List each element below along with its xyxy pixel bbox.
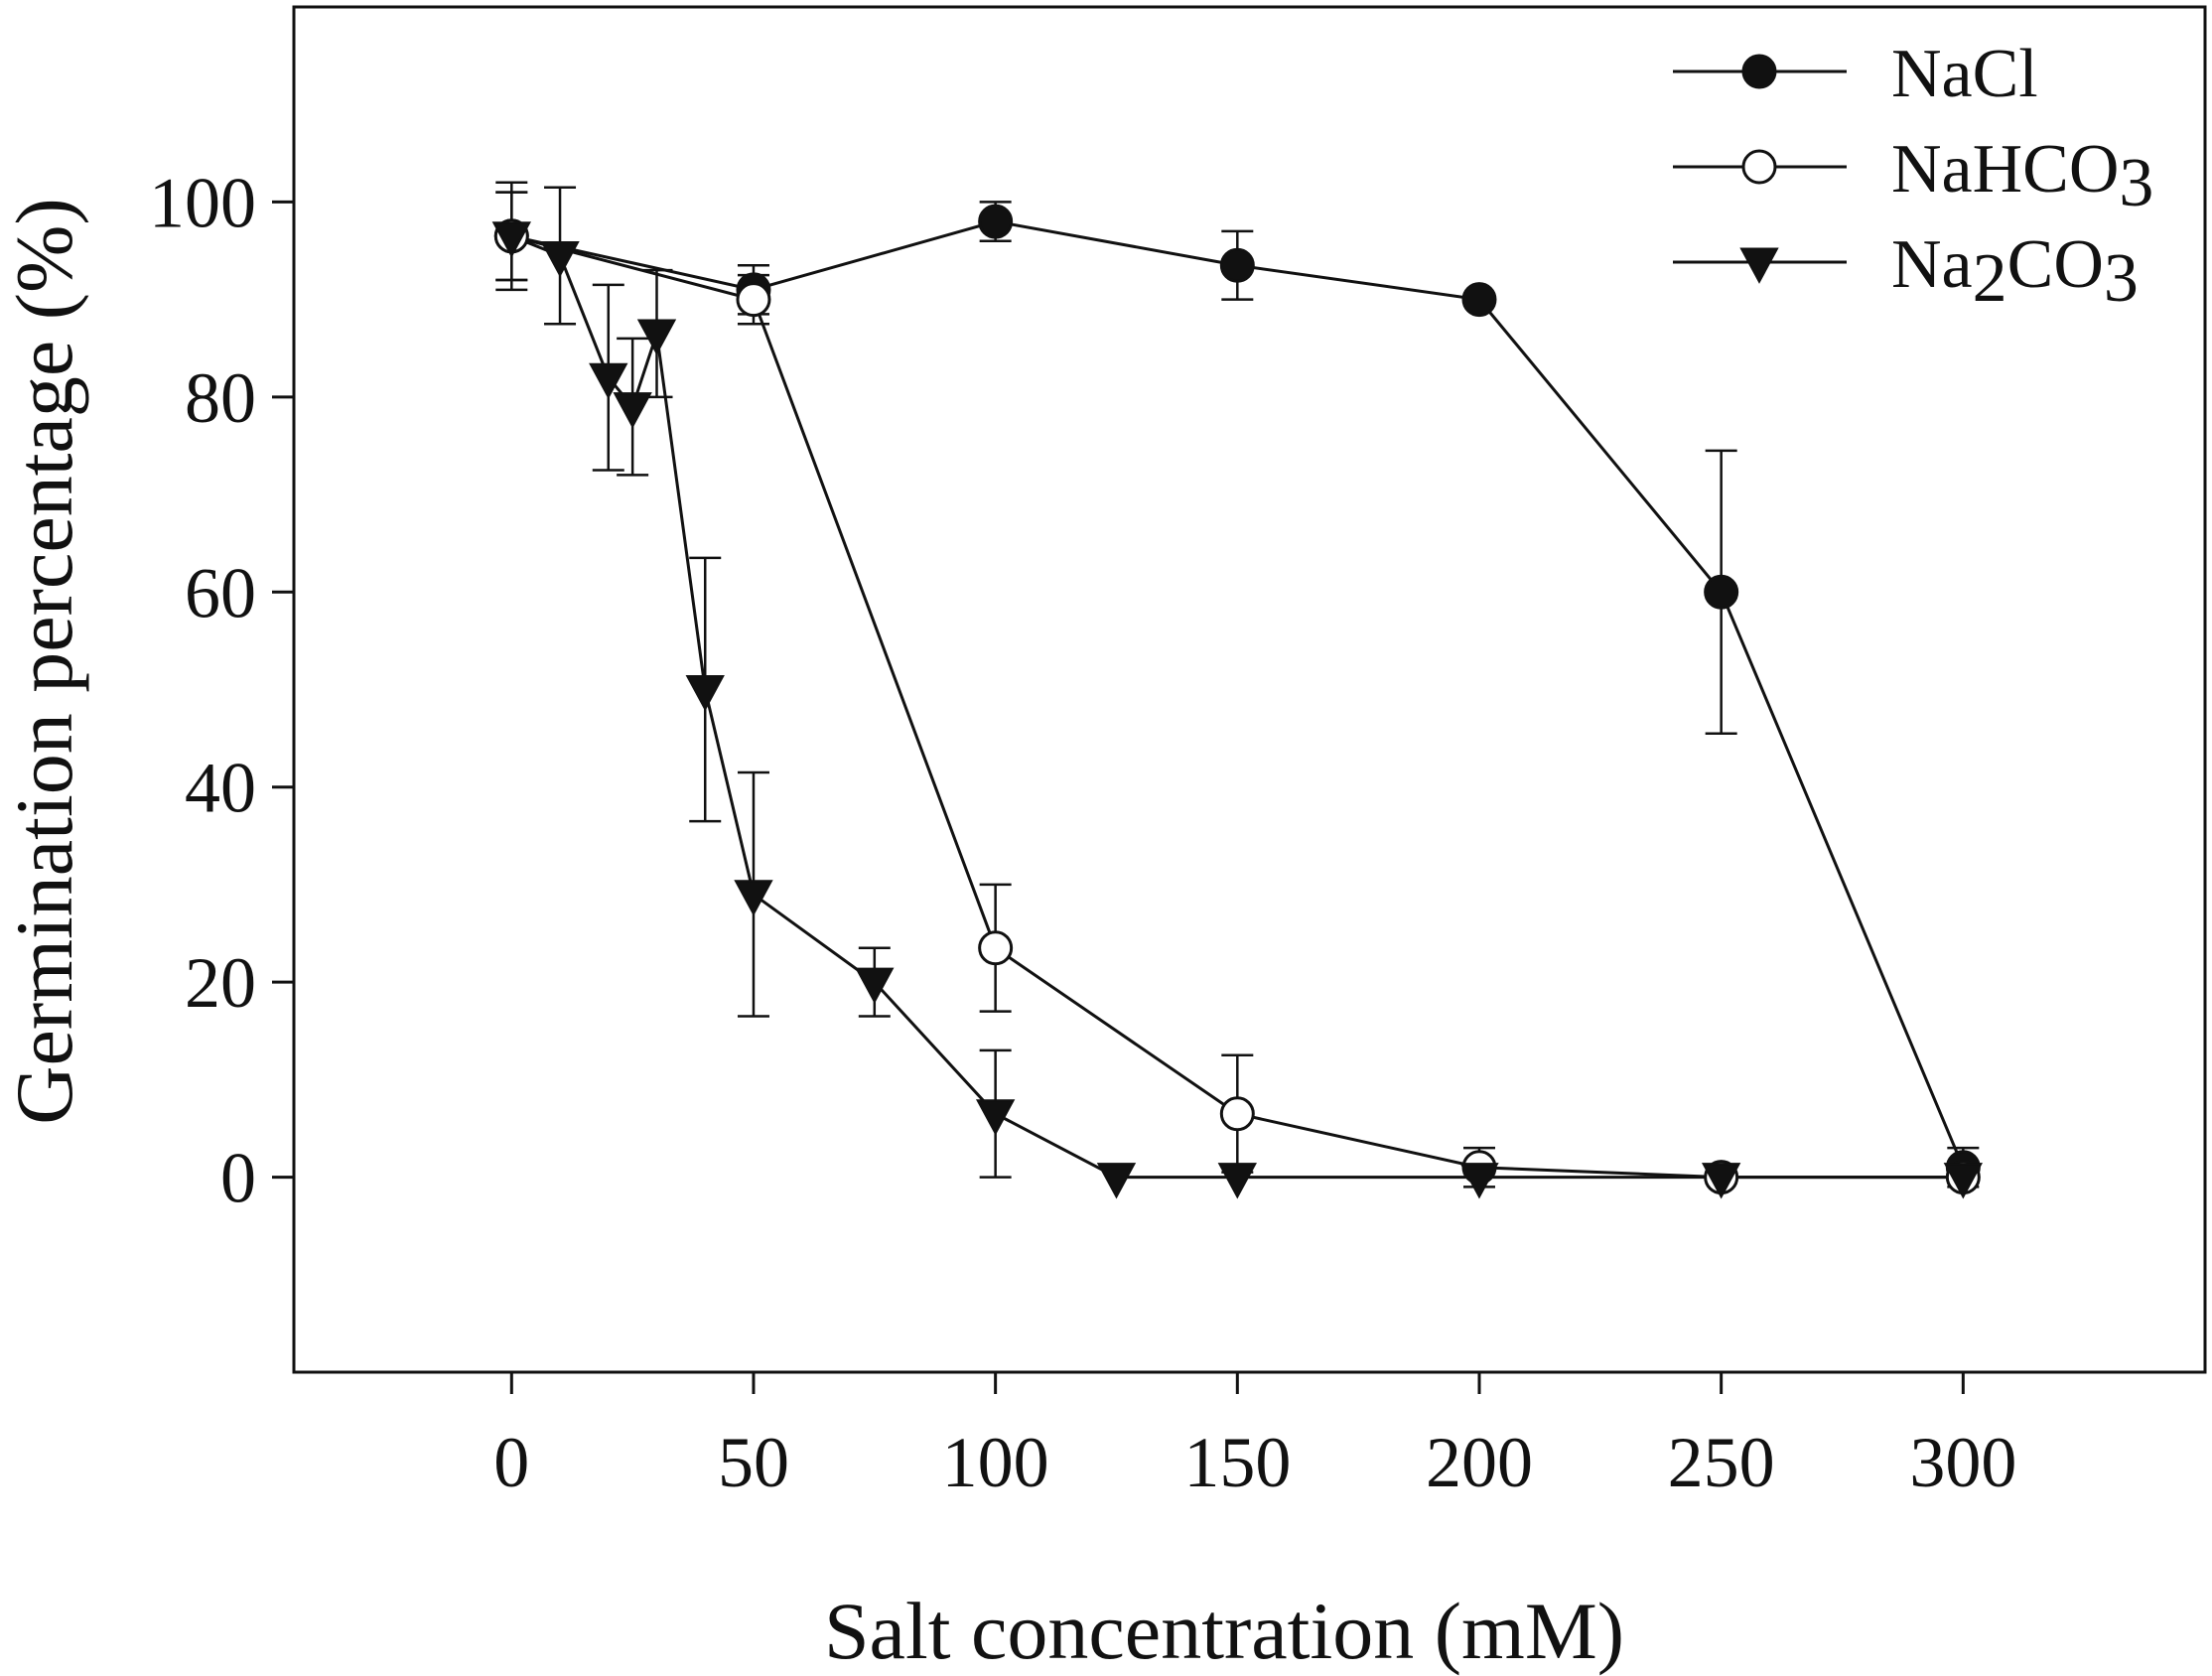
series-lines — [510, 219, 1965, 1180]
data-point-na2co3 — [975, 1099, 1016, 1136]
legend-text: Na — [1891, 226, 1973, 303]
legend-text: NaCl — [1891, 36, 2038, 112]
legend-marker — [1739, 247, 1779, 284]
x-axis-title: Salt concentration (mM) — [824, 1586, 1624, 1676]
x-tick-label: 150 — [1183, 1423, 1291, 1502]
data-point-na2co3 — [685, 675, 725, 712]
data-point-nacl — [1219, 247, 1255, 283]
y-tick-label: 100 — [149, 163, 256, 242]
x-axis-ticks: 0 50 100 150 200 250 300 — [493, 1372, 2016, 1502]
series-line-na2co3 — [510, 234, 1964, 1180]
data-point-na2co3 — [589, 362, 628, 400]
data-point-na2co3 — [491, 221, 531, 258]
x-tick-label: 50 — [718, 1423, 789, 1502]
legend-text: CO — [2007, 226, 2104, 303]
y-tick-label: 40 — [185, 749, 256, 828]
data-point-nacl — [1461, 282, 1497, 318]
data-point-na2co3 — [613, 392, 652, 429]
data-point-na2co3 — [1943, 1163, 1984, 1199]
x-tick-label: 250 — [1668, 1423, 1775, 1502]
legend-subscript: 3 — [2119, 145, 2153, 221]
y-tick-label: 0 — [220, 1139, 256, 1218]
legend-label-nacl: NaCl — [1891, 36, 2038, 112]
legend-subscript: 3 — [2104, 240, 2139, 317]
legend-label-na2co3: Na2CO3 — [1891, 226, 2139, 317]
y-tick-label: 80 — [185, 358, 256, 438]
data-point-na2co3 — [1459, 1163, 1499, 1199]
legend-label-nahco3: NaHCO3 — [1891, 131, 2153, 221]
series-line-nacl — [510, 219, 1965, 1169]
x-tick-label: 0 — [493, 1423, 529, 1502]
data-point-nacl — [1704, 574, 1739, 610]
x-tick-label: 300 — [1909, 1423, 2016, 1502]
data-point-na2co3 — [855, 967, 895, 1005]
y-tick-label: 20 — [185, 943, 256, 1023]
data-point-nahco3 — [1219, 1096, 1255, 1132]
data-point-na2co3 — [540, 240, 580, 278]
legend-marker — [1741, 149, 1777, 185]
data-point-na2co3 — [636, 319, 677, 355]
x-tick-label: 100 — [942, 1423, 1049, 1502]
data-point-na2co3 — [1217, 1163, 1257, 1199]
data-point-nahco3 — [736, 282, 771, 318]
y-axis-ticks: 0 20 40 60 80 100 — [149, 163, 294, 1218]
data-point-na2co3 — [734, 880, 773, 916]
plot-frame — [292, 5, 2207, 1374]
y-axis-title: Germination percentage (%) — [0, 198, 89, 1124]
legend-subscript: 2 — [1973, 240, 2007, 317]
data-point-nacl — [978, 204, 1014, 239]
data-point-na2co3 — [1701, 1163, 1741, 1199]
legend-text: NaHCO — [1891, 131, 2119, 208]
series-markers — [491, 204, 1984, 1199]
x-tick-label: 200 — [1426, 1423, 1533, 1502]
data-point-na2co3 — [1096, 1163, 1137, 1199]
y-tick-label: 60 — [185, 553, 256, 632]
legend-marker — [1741, 54, 1777, 89]
data-point-nahco3 — [978, 930, 1014, 966]
series-line-nahco3 — [510, 234, 1964, 1180]
